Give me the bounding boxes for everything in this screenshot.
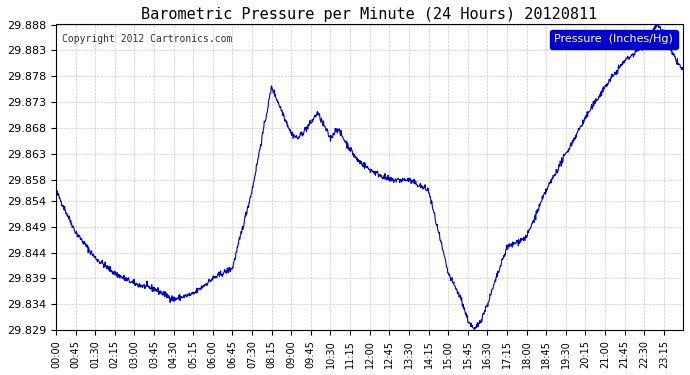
Title: Barometric Pressure per Minute (24 Hours) 20120811: Barometric Pressure per Minute (24 Hours… xyxy=(141,7,598,22)
Legend: Pressure  (Inches/Hg): Pressure (Inches/Hg) xyxy=(550,30,678,49)
Text: Copyright 2012 Cartronics.com: Copyright 2012 Cartronics.com xyxy=(62,34,233,44)
